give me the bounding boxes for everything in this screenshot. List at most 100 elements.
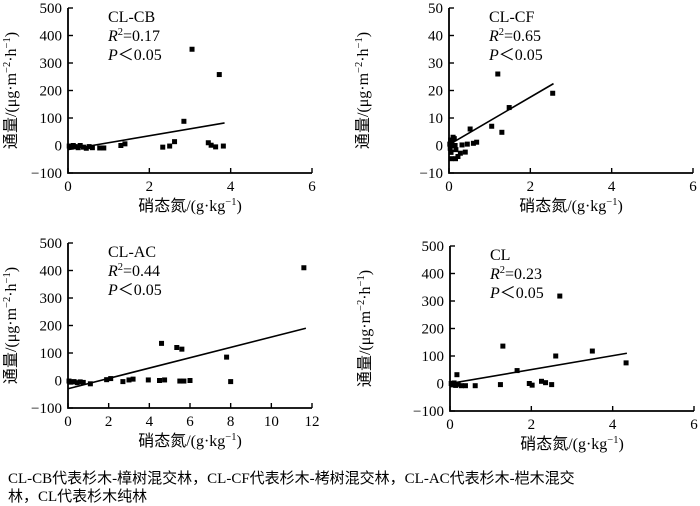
data-point (452, 143, 458, 148)
y-tick-label: 400 (422, 267, 445, 283)
x-tick-label: 0 (64, 414, 72, 430)
data-point (220, 143, 226, 149)
data-point (72, 144, 78, 150)
figure-caption: CL-CB代表杉木-樟树混交林，CL-CF代表杉木-栲树混交林，CL-AC代表杉… (8, 470, 696, 506)
p-value-label: P＜0.05 (488, 47, 543, 64)
data-point (97, 145, 103, 151)
y-tick-label: 0 (436, 139, 444, 155)
data-point (462, 383, 468, 389)
data-point (557, 293, 563, 299)
data-point (174, 345, 180, 350)
data-point (301, 265, 307, 271)
panel-title: CL (490, 247, 510, 264)
data-point (104, 377, 110, 383)
x-tick-label: 0 (64, 179, 72, 195)
data-point (87, 381, 93, 387)
data-point (179, 346, 185, 352)
data-point (172, 139, 178, 145)
trend-line (67, 327, 307, 390)
data-point (499, 129, 505, 135)
data-point (457, 150, 463, 156)
y-tick-label: 500 (40, 1, 63, 17)
data-point (553, 353, 559, 359)
y-tick-label: 200 (40, 319, 63, 335)
x-axis-title: 硝态氮/(g·kg−1) (138, 432, 242, 450)
panel-title: CL-CF (489, 9, 534, 26)
r-squared-label: R2=0.65 (488, 27, 541, 45)
data-point (472, 383, 478, 389)
data-point (181, 378, 187, 384)
data-point (449, 143, 455, 148)
y-tick-label: 100 (40, 346, 63, 362)
data-point (108, 376, 114, 382)
data-point (130, 376, 136, 382)
y-axis-title: 通量/(μg·m−2·h−1) (354, 32, 372, 149)
r-squared-label: R2=0.23 (489, 265, 542, 283)
data-point (205, 140, 211, 146)
axis-spines (67, 243, 312, 409)
x-axis-title: 硝态氮/(g·kg−1) (520, 435, 624, 453)
data-point (80, 379, 86, 385)
data-point (495, 71, 501, 77)
data-point (526, 381, 532, 386)
axis-spines (449, 246, 694, 412)
data-point (448, 137, 454, 143)
panel-title: CL-CB (108, 9, 155, 26)
p-value-label: P＜0.05 (107, 47, 162, 64)
y-tick-label: 200 (40, 84, 63, 100)
x-tick-label: 10 (264, 414, 279, 430)
data-point (464, 141, 470, 147)
data-point (181, 118, 187, 124)
data-point (589, 348, 595, 354)
trend-line (67, 122, 225, 151)
trend-line (449, 352, 628, 385)
y-tick-label: 500 (40, 236, 63, 252)
data-point (543, 380, 549, 386)
y-tick-label: 50 (428, 1, 443, 17)
data-point (549, 382, 555, 388)
data-point (77, 379, 83, 385)
data-point (453, 147, 459, 153)
y-axis-title: 通量/(μg·m−2·h−1) (2, 267, 20, 384)
data-point (474, 139, 480, 145)
data-point (623, 360, 629, 366)
data-point (451, 136, 457, 142)
data-point (497, 382, 503, 388)
y-axis: −10 0 10 20 30 40 50 (420, 1, 454, 182)
data-point (228, 379, 234, 385)
data-point (71, 379, 77, 385)
x-tick-label: 2 (528, 417, 536, 433)
panel-cl-cf: 0 2 4 6−1001020304050硝态氮/(g·kg−1)通量/(μg·m−2… (354, 1, 697, 215)
caption-line-2: 林，CL代表杉木纯林 (8, 489, 148, 505)
x-tick-label: 6 (186, 414, 194, 430)
y-axis: −100 0 100 200 300 400 500 (413, 239, 455, 420)
data-point (189, 46, 195, 52)
data-point (489, 123, 495, 129)
y-tick-label: 200 (422, 322, 445, 338)
data-point (74, 380, 80, 386)
data-point (208, 142, 214, 148)
panel-title: CL-AC (108, 244, 156, 261)
x-tick-label: 0 (446, 417, 454, 433)
panel-cl-cb: 0 2 4 6−1000100200300400500硝态氮/(g·kg−1)通量/(… (2, 1, 316, 215)
data-point (122, 141, 128, 147)
y-tick-label: 300 (422, 294, 445, 310)
data-point (126, 377, 132, 383)
data-point (458, 383, 464, 389)
y-tick-label: 30 (428, 56, 443, 72)
y-tick-label: 0 (55, 139, 63, 155)
data-point (462, 149, 468, 155)
x-axis: 0 2 4 6 (64, 168, 316, 195)
data-point (80, 144, 86, 150)
data-point (455, 154, 461, 159)
x-tick-label: 2 (527, 179, 535, 195)
x-tick-label: 4 (146, 414, 154, 430)
data-point (77, 143, 83, 148)
y-axis: −100 0 100 200 300 400 500 (31, 236, 73, 417)
data-point (167, 143, 173, 149)
data-point (68, 379, 74, 385)
data-point (145, 377, 151, 383)
y-tick-label: 40 (428, 29, 443, 45)
axis-spines (448, 8, 693, 174)
